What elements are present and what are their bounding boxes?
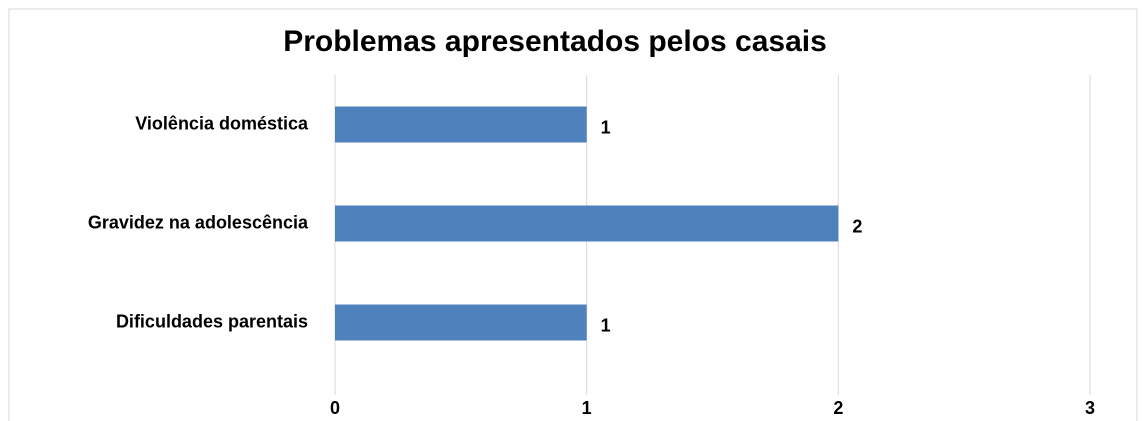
x-tick-label: 1 — [582, 398, 592, 418]
data-label: 1 — [601, 315, 611, 335]
chart-title: Problemas apresentados pelos casais — [283, 25, 827, 58]
y-tick-label: Gravidez na adolescência — [88, 212, 309, 232]
data-label: 2 — [852, 216, 862, 236]
data-label: 1 — [601, 117, 611, 137]
bar — [335, 205, 839, 242]
y-tick-label: Violência doméstica — [135, 113, 309, 133]
x-tick-label: 3 — [1085, 398, 1095, 418]
bar — [335, 304, 587, 341]
x-tick-label: 2 — [833, 398, 843, 418]
bar — [335, 106, 587, 143]
x-tick-label: 0 — [330, 398, 340, 418]
y-tick-label: Dificuldades parentais — [116, 311, 308, 331]
